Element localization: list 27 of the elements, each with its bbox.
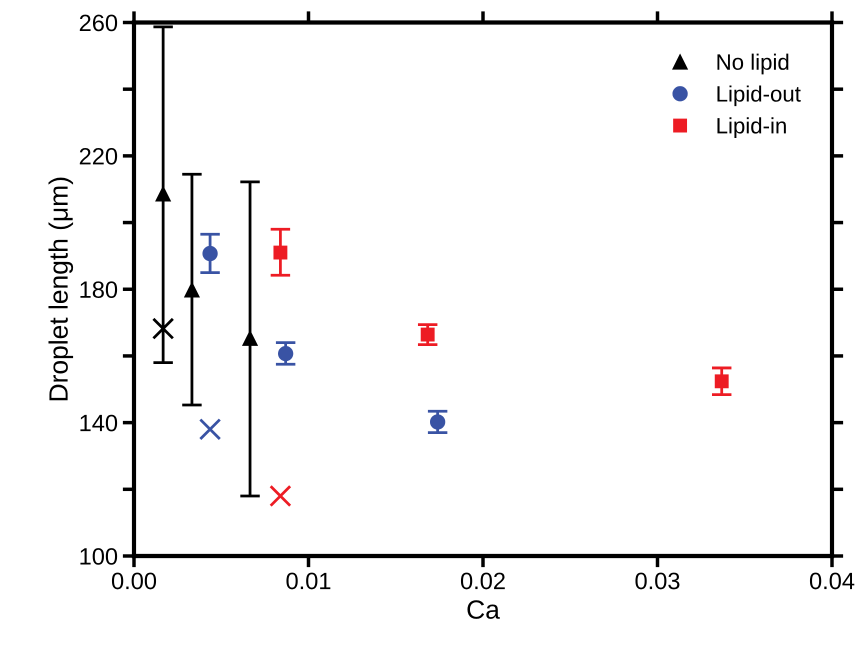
y-tick-label: 180 <box>80 281 118 298</box>
y-tick-label: 260 <box>80 14 118 32</box>
x-tick-label: 0.03 <box>635 572 680 590</box>
legend-label: Lipid-in <box>717 117 786 138</box>
y-tick-label: 100 <box>80 548 118 565</box>
point <box>278 346 294 362</box>
point <box>202 246 218 262</box>
point <box>242 330 258 346</box>
x-tick-label: 0.00 <box>112 572 156 590</box>
y-tick-label: 140 <box>80 414 118 432</box>
x-tick-label: 0.04 <box>810 572 854 590</box>
point <box>269 484 292 508</box>
y-axis-title: Droplet length (μm) <box>48 178 74 400</box>
legend-label: No lipid <box>717 54 788 74</box>
point <box>184 282 200 298</box>
point <box>198 418 222 440</box>
point <box>430 414 446 430</box>
point <box>420 328 435 342</box>
point <box>714 374 729 388</box>
x-tick-label: 0.02 <box>460 572 505 590</box>
point <box>273 246 288 260</box>
point <box>152 317 174 340</box>
x-tick-label: 0.01 <box>286 572 330 590</box>
point <box>156 186 171 202</box>
x-axis-title: Ca <box>467 600 500 619</box>
y-tick-label: 220 <box>80 148 118 165</box>
legend-label: Lipid-out <box>717 85 801 106</box>
